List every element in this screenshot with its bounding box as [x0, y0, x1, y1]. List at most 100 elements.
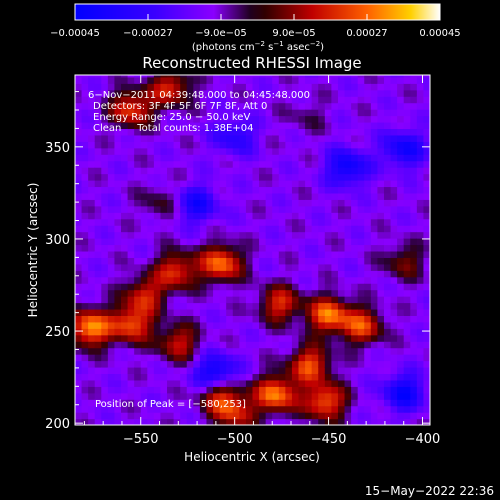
heatmap-cell: [160, 134, 168, 142]
heatmap-cell: [305, 134, 313, 142]
heatmap-cell: [344, 173, 352, 181]
heatmap-cell: [252, 89, 260, 97]
heatmap-cell: [193, 173, 201, 181]
heatmap-cell: [311, 115, 319, 123]
heatmap-cell: [153, 205, 162, 213]
heatmap-cell: [272, 115, 280, 123]
heatmap-cell: [416, 76, 425, 84]
heatmap-cell: [114, 328, 122, 336]
heatmap-cell: [337, 263, 346, 271]
heatmap-cell: [213, 379, 221, 387]
heatmap-cell: [199, 366, 208, 375]
heatmap-cell: [193, 186, 201, 194]
heatmap-cell: [344, 218, 352, 226]
heatmap-cell: [285, 250, 293, 258]
heatmap-cell: [357, 347, 365, 355]
heatmap-cell: [173, 83, 181, 91]
heatmap-cell: [423, 289, 430, 297]
heatmap-cell: [180, 128, 188, 136]
heatmap-cell: [318, 354, 326, 362]
heatmap-cell: [127, 75, 135, 78]
heatmap-cell: [265, 128, 273, 136]
heatmap-cell: [337, 192, 346, 200]
heatmap-cell: [81, 405, 89, 413]
heatmap-cell: [206, 147, 214, 155]
heatmap-cell: [311, 392, 319, 400]
heatmap-cell: [318, 238, 326, 246]
heatmap-cell: [75, 289, 83, 297]
heatmap-cell: [423, 199, 430, 207]
heatmap-cell: [291, 180, 300, 188]
heatmap-cell: [272, 173, 280, 181]
heatmap-cell: [199, 205, 208, 213]
heatmap-cell: [193, 341, 201, 349]
heatmap-cell: [239, 302, 247, 310]
heatmap-cell: [383, 283, 392, 291]
heatmap-cell: [193, 334, 201, 342]
heatmap-cell: [147, 167, 155, 175]
heatmap-cell: [245, 199, 254, 207]
heatmap-cell: [206, 244, 214, 252]
heatmap-cell: [219, 418, 227, 425]
heatmap-cell: [298, 399, 306, 407]
heatmap-cell: [232, 263, 240, 271]
heatmap-cell: [278, 128, 286, 136]
heatmap-cell: [252, 180, 260, 188]
heatmap-cell: [180, 354, 188, 362]
heatmap-cell: [318, 334, 326, 342]
heatmap-cell: [134, 399, 142, 407]
heatmap-cell: [88, 302, 96, 310]
heatmap-cell: [101, 379, 109, 387]
heatmap-cell: [167, 173, 175, 181]
heatmap-cell: [94, 134, 102, 142]
heatmap-cell: [160, 186, 168, 194]
heatmap-cell: [351, 205, 359, 213]
heatmap-cell: [206, 76, 214, 84]
heatmap-cell: [206, 276, 214, 284]
heatmap-cell: [114, 373, 122, 381]
heatmap-cell: [305, 257, 313, 265]
heatmap-cell: [114, 360, 122, 368]
heatmap-cell: [423, 308, 430, 316]
heatmap-cell: [324, 244, 332, 252]
heatmap-cell: [311, 360, 319, 368]
heatmap-cell: [344, 89, 352, 97]
heatmap-cell: [364, 141, 372, 149]
heatmap-cell: [331, 270, 339, 278]
heatmap-cell: [121, 180, 129, 188]
annotation-time-range: 6−Nov−2011 04:39:48.000 to 04:45:48.000: [88, 90, 310, 101]
heatmap-cell: [259, 263, 267, 271]
heatmap-cell: [239, 154, 247, 162]
heatmap-cell: [331, 418, 339, 425]
heatmap-cell: [147, 147, 155, 155]
heatmap-cell: [298, 412, 306, 420]
heatmap-cell: [239, 296, 247, 304]
heatmap-cell: [311, 354, 319, 362]
heatmap-cell: [344, 180, 352, 188]
heatmap-cell: [140, 341, 148, 349]
heatmap-cell: [167, 321, 175, 329]
heatmap-cell: [410, 366, 418, 375]
heatmap-cell: [272, 263, 280, 271]
heatmap-cell: [219, 199, 227, 207]
heatmap-cell: [134, 418, 142, 425]
heatmap-cell: [272, 373, 280, 381]
heatmap-cell: [318, 360, 326, 368]
heatmap-cell: [344, 347, 352, 355]
heatmap-cell: [265, 296, 273, 304]
heatmap-cell: [180, 76, 188, 84]
heatmap-cell: [101, 399, 109, 407]
heatmap-cell: [213, 89, 221, 97]
heatmap-cell: [259, 328, 267, 336]
heatmap-cell: [75, 173, 83, 181]
heatmap-cell: [318, 302, 326, 310]
heatmap-cell: [278, 302, 286, 310]
heatmap-cell: [259, 238, 267, 246]
heatmap-cell: [351, 354, 359, 362]
heatmap-cell: [114, 379, 122, 387]
heatmap-cell: [390, 199, 398, 207]
heatmap-cell: [160, 399, 168, 407]
heatmap-cell: [193, 180, 201, 188]
heatmap-cell: [377, 399, 385, 407]
heatmap-cell: [232, 354, 240, 362]
